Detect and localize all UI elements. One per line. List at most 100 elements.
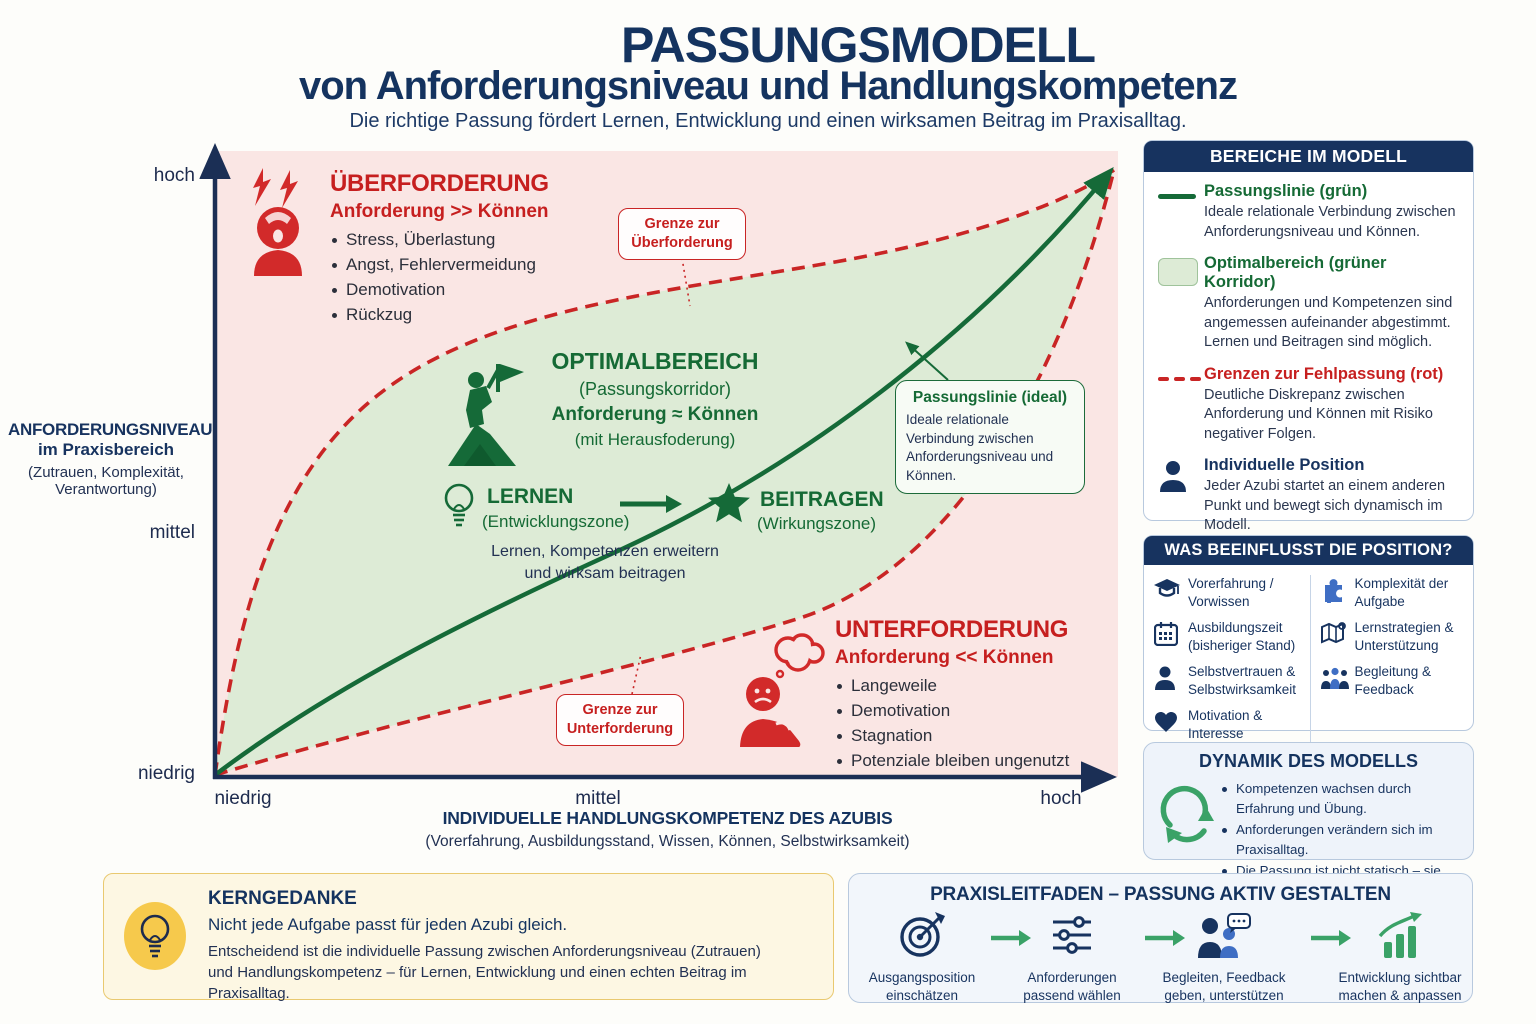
x-axis-title: INDIVIDUELLE HANDLUNGSKOMPETENZ DES AZUB… <box>215 808 1120 851</box>
position-right-column: Komplexität der Aufgabe Lernstrategien &… <box>1309 575 1466 751</box>
bullet-dot <box>332 238 337 243</box>
person-icon <box>1158 456 1204 536</box>
kerngedanke-line3: und Handlungskompetenz – für Lernen, Ent… <box>208 964 747 1002</box>
position-item: Begleitung & Feedback <box>1320 663 1466 698</box>
legend-desc: Ideale relationale Verbindung zwischen A… <box>1204 204 1456 240</box>
list-item: Langeweile <box>837 676 1069 696</box>
legend-title: Optimalbereich (grüner Korridor) <box>1204 254 1387 291</box>
beitragen-sublabel: (Wirkungszone) <box>757 514 877 533</box>
bullet-text: Demotivation <box>346 280 446 299</box>
bullet-dot <box>1222 869 1227 874</box>
kerngedanke-panel: KERNGEDANKE Nicht jede Aufgabe passt für… <box>103 873 834 1002</box>
optimal-caption: Lernen, Kompetenzen erweitern und wirksa… <box>455 541 755 585</box>
list-item: Potenziale bleiben ungenutzt <box>837 751 1069 771</box>
praxis-step-3: Begleiten, Feedback geben, unterstützen <box>1159 912 1289 1004</box>
position-item-label: Ausbildungszeit (bisheriger Stand) <box>1188 620 1296 653</box>
bullet-text: Demotivation <box>851 701 951 720</box>
kerngedanke-line2: Entscheidend ist die individuelle Passun… <box>208 943 761 960</box>
star-icon <box>708 483 750 523</box>
position-item-label: Komplexität der Aufgabe <box>1354 576 1449 609</box>
step-label-line2: passend wählen <box>1023 987 1121 1003</box>
page-subtitle: Die richtige Passung fördert Lernen, Ent… <box>349 110 1187 132</box>
bullet-dot <box>332 263 337 268</box>
legend-title: Grenzen zur Fehlpassung (rot) <box>1204 364 1444 383</box>
praxis-step-label: Entwicklung sichtbar machen & anpassen <box>1335 969 1465 1004</box>
circular-arrows-icon <box>1160 785 1214 843</box>
green-line-swatch <box>1158 182 1204 242</box>
position-item: Komplexität der Aufgabe <box>1321 575 1466 610</box>
arrow-right-icon <box>991 930 1031 946</box>
list-item: Anforderungen verändern sich im Praxisal… <box>1222 820 1468 859</box>
bullet-dot <box>1222 828 1227 833</box>
people-chat-icon <box>1198 913 1251 958</box>
praxis-step-4: Entwicklung sichtbar machen & anpassen <box>1335 912 1465 1004</box>
climber-flag-icon <box>448 364 524 466</box>
bereiche-panel-header: BEREICHE IM MODELL <box>1144 141 1473 172</box>
sliders-icon <box>1053 916 1091 954</box>
bullet-text: Langeweile <box>851 676 938 695</box>
list-item: Stagnation <box>837 726 1069 746</box>
unterforderung-formula: Anforderung << Können <box>835 647 1054 668</box>
position-item-label: Vorerfahrung / Vorwissen <box>1188 576 1274 609</box>
list-item: Demotivation <box>837 701 1069 721</box>
ueberforderung-bullets: Stress, Überlastung Angst, Fehlervermeid… <box>332 230 536 330</box>
x-axis-title-main: INDIVIDUELLE HANDLUNGSKOMPETENZ DES AZUB… <box>442 808 893 828</box>
passungslinie-callout-arrow <box>905 341 949 381</box>
legend-item-optimalbereich: Optimalbereich (grüner Korridor) Anforde… <box>1144 244 1473 355</box>
ueberforderung-formula: Anforderung >> Können <box>330 201 549 222</box>
growth-chart-icon <box>1378 912 1422 958</box>
arrow-right-icon <box>1311 930 1351 946</box>
y-axis-title-line3: (Zutrauen, Komplexität, <box>28 464 184 481</box>
grenze-ueber-connector <box>681 257 691 307</box>
lernen-label: LERNEN <box>487 485 574 508</box>
position-item-label: Begleitung & Feedback <box>1354 664 1432 697</box>
bullet-text: Anforderungen verändern sich im Praxisal… <box>1236 822 1433 857</box>
callout-line1: Grenze zur <box>582 702 658 718</box>
praxis-step-label: Begleiten, Feedback geben, unterstützen <box>1159 969 1289 1004</box>
list-item: Stress, Überlastung <box>332 230 536 250</box>
praxis-step-2: Anforderungen passend wählen <box>1007 912 1137 1004</box>
x-tick-hoch: hoch <box>1040 788 1082 809</box>
people-group-icon <box>1320 667 1355 694</box>
y-axis-title-line4: Verantwortung) <box>55 481 157 498</box>
praxis-step-label: Ausgangsposition einschätzen <box>857 969 987 1004</box>
red-dash-swatch <box>1158 365 1204 445</box>
grenze-unter-connector <box>631 653 642 695</box>
position-item-label: Lernstrategien & Unterstützung <box>1354 620 1454 653</box>
legend-title: Passungslinie (grün) <box>1204 182 1368 200</box>
person-icon <box>1154 666 1188 695</box>
optimal-caption-line1: Lernen, Kompetenzen erweitern <box>491 543 719 560</box>
passungslinie-callout: Passungslinie (ideal) Ideale relationale… <box>895 380 1085 494</box>
bullet-dot <box>1222 787 1227 792</box>
passungslinie-callout-title: Passungslinie (ideal) <box>912 389 1068 406</box>
bullet-dot <box>837 734 842 739</box>
bullet-text: Kompetenzen wachsen durch Erfahrung und … <box>1236 781 1412 816</box>
optimal-formula: Anforderung ≈ Können <box>551 404 759 425</box>
optimal-zone-text: OPTIMALBEREICH (Passungskorridor) Anford… <box>455 348 855 450</box>
legend-item-position: Individuelle Position Jeder Azubi starte… <box>1144 446 1473 538</box>
bullet-text: Stress, Überlastung <box>346 230 496 249</box>
y-tick-mittel: mittel <box>149 522 195 543</box>
callout-line1: Grenze zur <box>644 216 720 232</box>
target-icon <box>900 912 945 957</box>
position-item-label: Selbstvertrauen & Selbstwirksamkeit <box>1188 664 1297 697</box>
x-tick-mittel: mittel <box>575 788 621 809</box>
optimal-title: OPTIMALBEREICH <box>551 348 759 374</box>
bullet-dot <box>837 759 842 764</box>
bullet-dot <box>837 709 842 714</box>
step-label-line1: Anforderungen <box>1027 970 1117 985</box>
page-title: PASSUNGSMODELL <box>621 17 1096 73</box>
y-axis-title-line2: im Praxisbereich <box>37 440 175 459</box>
optimal-note: (mit Herausfoderung) <box>574 430 736 449</box>
legend-title: Individuelle Position <box>1204 456 1365 474</box>
lightbulb-icon <box>444 483 474 527</box>
kerngedanke-line1: Nicht jede Aufgabe passt für jeden Azubi… <box>208 915 568 934</box>
beitragen-label: BEITRAGEN <box>760 488 884 511</box>
bullet-text: Stagnation <box>851 726 933 745</box>
step-label-line1: Ausgangsposition <box>868 970 976 985</box>
calendar-icon <box>1153 622 1188 651</box>
ueberforderung-title: ÜBERFORDERUNG <box>330 170 549 197</box>
grenze-unterforderung-callout: Grenze zur Unterforderung <box>556 694 684 746</box>
passungslinie-callout-body: Ideale relationale Verbindung zwischen A… <box>906 412 1054 483</box>
bullet-dot <box>332 313 337 318</box>
